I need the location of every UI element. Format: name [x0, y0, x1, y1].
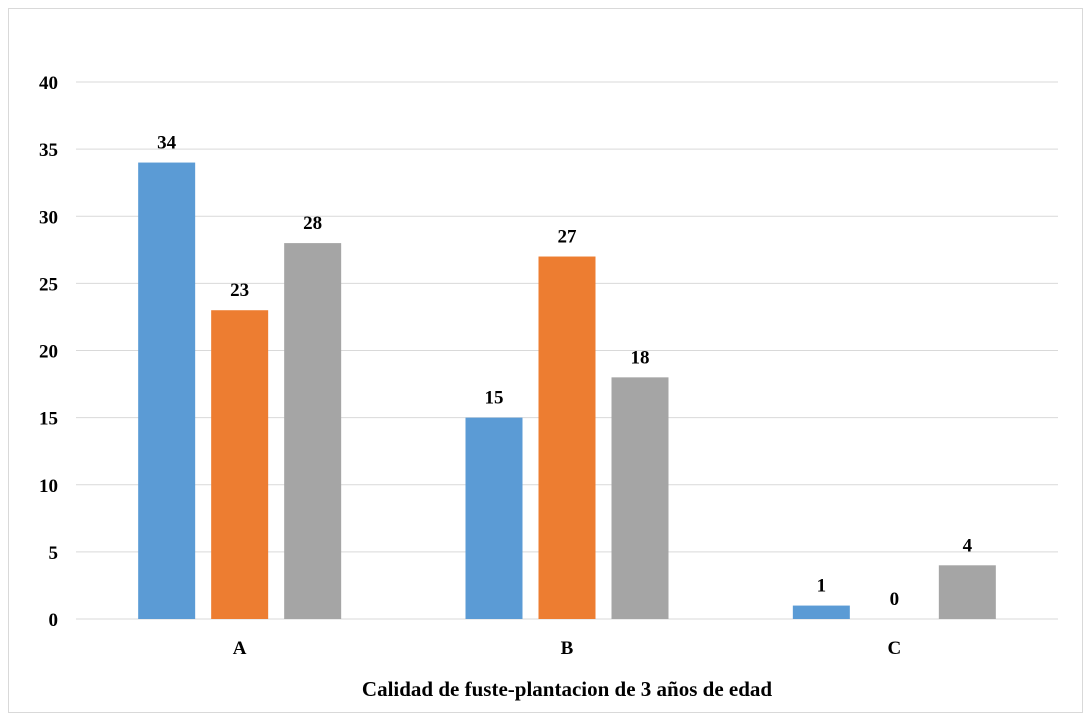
data-label: 34: [157, 133, 177, 154]
bar-b-series-2: [538, 256, 596, 619]
y-tick-label: 10: [39, 476, 58, 497]
bar-a-series-3: [284, 243, 342, 619]
x-axis-tick-labels: A B C: [233, 638, 901, 659]
bar-b-series-1: [465, 417, 523, 619]
data-label: 15: [485, 388, 504, 409]
y-tick-label: 35: [39, 140, 58, 161]
x-tick-label: A: [233, 638, 247, 659]
bar-a-series-2: [211, 310, 269, 619]
data-label: 18: [631, 347, 650, 368]
y-axis-tick-labels: 0 5 10 15 20 25 30 35 40: [39, 73, 58, 631]
y-tick-label: 15: [39, 409, 58, 430]
x-tick-label: C: [887, 638, 901, 659]
bar-c-series-3: [938, 565, 996, 619]
data-labels: 34 23 28 15 27 18 1 0 4: [157, 133, 972, 610]
y-tick-label: 40: [39, 73, 58, 94]
y-tick-label: 30: [39, 207, 58, 228]
data-label: 4: [963, 535, 973, 556]
data-label: 28: [303, 213, 322, 234]
bars: [138, 162, 996, 620]
y-tick-label: 5: [49, 543, 59, 564]
y-tick-label: 20: [39, 342, 58, 363]
x-tick-label: B: [561, 638, 574, 659]
bar-a-series-1: [138, 162, 196, 620]
x-axis-title: Calidad de fuste-plantacion de 3 años de…: [362, 677, 772, 701]
data-label: 27: [558, 227, 578, 248]
y-tick-label: 0: [49, 610, 59, 631]
data-label: 0: [890, 589, 900, 610]
bar-b-series-3: [611, 377, 669, 619]
data-label: 1: [817, 576, 827, 597]
y-tick-label: 25: [39, 274, 58, 295]
data-label: 23: [230, 280, 249, 301]
bar-c-series-1: [792, 605, 850, 619]
